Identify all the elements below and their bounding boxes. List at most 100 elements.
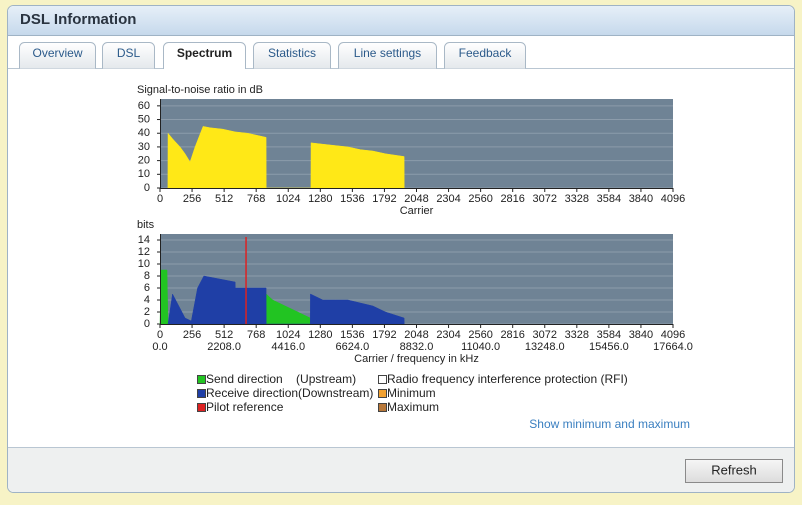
x-tick-label: 1280 — [308, 329, 332, 341]
x-tick-label: 4096 — [661, 193, 685, 205]
y-tick-label: 6 — [144, 282, 150, 294]
x-tick-label: 3072 — [533, 193, 557, 205]
legend: Send direction (Upstream) Radio frequency… — [197, 372, 628, 414]
legend-label: Radio frequency interference protection … — [387, 372, 628, 386]
y-tick-label: 60 — [138, 100, 150, 112]
x-tick-label: 3328 — [565, 193, 589, 205]
x-tick-label: 1792 — [372, 329, 396, 341]
tab[interactable]: Statistics — [253, 42, 331, 69]
legend-swatch — [378, 375, 387, 384]
legend-item: Maximum — [378, 400, 439, 414]
tab-label[interactable]: Overview — [32, 46, 82, 60]
y-tick-label: 0 — [144, 182, 150, 194]
tab-shape[interactable] — [102, 42, 155, 69]
x-tick-label: 3584 — [597, 193, 621, 205]
tab-label[interactable]: Feedback — [459, 46, 513, 60]
legend-item: Send direction (Upstream) — [197, 372, 356, 386]
tab-shape[interactable] — [19, 42, 96, 69]
legend-label: Pilot reference — [206, 400, 284, 414]
x-tick-label: 2048 — [404, 193, 428, 205]
button-label[interactable]: Refresh — [711, 462, 757, 477]
x-tick-label: 1792 — [372, 193, 396, 205]
x-tick-label: 2816 — [500, 193, 524, 205]
y-tick-label: 4 — [144, 294, 150, 306]
refresh-button[interactable]: Refresh — [685, 459, 783, 483]
x-tick-label: 0 — [157, 329, 163, 341]
legend-swatch — [197, 375, 206, 384]
x2-tick-label: 8832.0 — [400, 341, 434, 353]
legend-item: Radio frequency interference protection … — [378, 372, 628, 386]
x-tick-label: 0 — [157, 193, 163, 205]
x-tick-label: 2560 — [468, 193, 492, 205]
tab[interactable]: DSL — [102, 42, 155, 69]
y-tick-label: 8 — [144, 270, 150, 282]
x2-tick-label: 4416.0 — [271, 341, 305, 353]
button-frame[interactable] — [685, 459, 783, 483]
x-tick-label: 1280 — [308, 193, 332, 205]
x-tick-label: 3584 — [597, 329, 621, 341]
tab-bar: Overview DSL Spectrum Statistics Line settin… — [19, 42, 526, 70]
y-tick-label: 20 — [138, 155, 150, 167]
x2-tick-label: 11040.0 — [461, 341, 500, 353]
y-tick-label: 2 — [144, 306, 150, 318]
legend-swatch — [378, 403, 387, 412]
tab-label[interactable]: Spectrum — [177, 46, 232, 60]
header-title: DSL Information — [20, 11, 136, 28]
header-bar — [8, 6, 794, 35]
x-tick-label: 256 — [183, 329, 201, 341]
legend-item: Pilot reference — [197, 400, 284, 414]
legend-label: Send direction (Upstream) — [206, 372, 356, 386]
x-tick-label: 2048 — [404, 329, 428, 341]
x-tick-label: 1024 — [276, 329, 300, 341]
x-tick-label: 2304 — [436, 193, 460, 205]
x2-tick-label: 0.0 — [152, 341, 167, 353]
y-axis-label: Signal-to-noise ratio in dB — [137, 84, 263, 96]
y-tick-label: 10 — [138, 168, 150, 180]
x-tick-label: 1024 — [276, 193, 300, 205]
show-min-max-link[interactable]: Show minimum and maximum — [529, 417, 690, 431]
x-tick-label: 4096 — [661, 329, 685, 341]
y-tick-label: 10 — [138, 258, 150, 270]
tab-shape[interactable] — [163, 42, 246, 70]
legend-label: Receive direction(Downstream) — [206, 386, 373, 400]
legend-swatch — [378, 389, 387, 398]
tab-label[interactable]: Statistics — [268, 46, 316, 60]
x-tick-label: 768 — [247, 193, 265, 205]
tab[interactable]: Feedback — [444, 42, 526, 69]
x-tick-label: 3840 — [629, 329, 653, 341]
x-tick-label: 512 — [215, 193, 233, 205]
y-axis-label: bits — [137, 219, 155, 231]
tab[interactable]: Spectrum — [163, 42, 246, 70]
tab-shape[interactable] — [444, 42, 526, 69]
y-tick-label: 14 — [138, 234, 150, 246]
tab-label[interactable]: Line settings — [354, 46, 421, 60]
tab-label[interactable]: DSL — [117, 46, 141, 60]
x-tick-label: 3840 — [629, 193, 653, 205]
x-tick-label: 1536 — [340, 193, 364, 205]
x-tick-label: 512 — [215, 329, 233, 341]
legend-item: Receive direction(Downstream) — [197, 386, 373, 400]
x2-tick-label: 13248.0 — [525, 341, 565, 353]
y-tick-label: 40 — [138, 127, 150, 139]
x-axis-label: Carrier / frequency in kHz — [354, 353, 479, 365]
x2-tick-label: 15456.0 — [589, 341, 629, 353]
x-tick-label: 3328 — [565, 329, 589, 341]
y-tick-label: 50 — [138, 113, 150, 125]
tab-shape[interactable] — [253, 42, 331, 69]
x-tick-label: 768 — [247, 329, 265, 341]
x-tick-label: 2304 — [436, 329, 460, 341]
legend-item: Minimum — [378, 386, 436, 400]
tab[interactable]: Line settings — [338, 42, 437, 69]
y-tick-label: 12 — [138, 246, 150, 258]
y-tick-label: 0 — [144, 318, 150, 330]
legend-label: Maximum — [387, 400, 439, 414]
x2-tick-label: 6624.0 — [336, 341, 370, 353]
area — [167, 126, 405, 189]
tab[interactable]: Overview — [19, 42, 96, 69]
x-tick-label: 2560 — [468, 329, 492, 341]
x-tick-label: 256 — [183, 193, 201, 205]
tab-shape[interactable] — [338, 42, 437, 69]
x-axis-label: Carrier — [400, 205, 434, 217]
